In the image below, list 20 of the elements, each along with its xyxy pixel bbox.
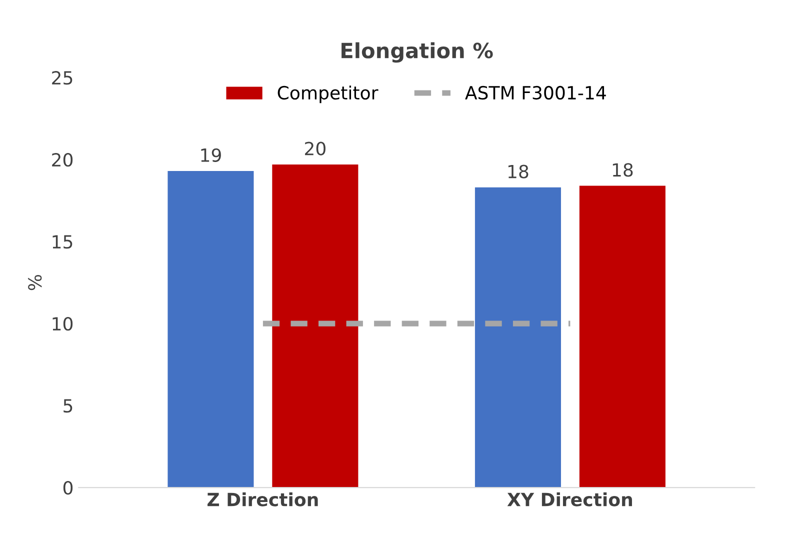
y-tick-label: 25 — [52, 71, 72, 85]
bar — [168, 171, 254, 488]
x-tick-label: XY Direction — [507, 492, 632, 506]
bar — [272, 164, 358, 488]
bar — [474, 187, 561, 488]
y-tick-label: 20 — [52, 153, 73, 167]
data-label: 18 — [612, 163, 633, 177]
data-label: 20 — [305, 142, 326, 156]
y-tick-label: 0 — [63, 480, 73, 495]
chart-title: Elongation % — [342, 42, 493, 63]
legend-label: ASTM F3001-14 — [465, 86, 606, 100]
legend-label: Competitor — [278, 86, 378, 104]
y-tick-label: 5 — [64, 399, 72, 413]
y-tick-label: 15 — [52, 235, 72, 249]
data-label: 19 — [201, 148, 221, 162]
data-label: 18 — [508, 164, 528, 178]
bar — [579, 186, 666, 488]
x-tick-label: Z Direction — [208, 492, 318, 506]
y-axis-title: % — [28, 274, 42, 290]
y-tick-label: 10 — [52, 316, 73, 331]
